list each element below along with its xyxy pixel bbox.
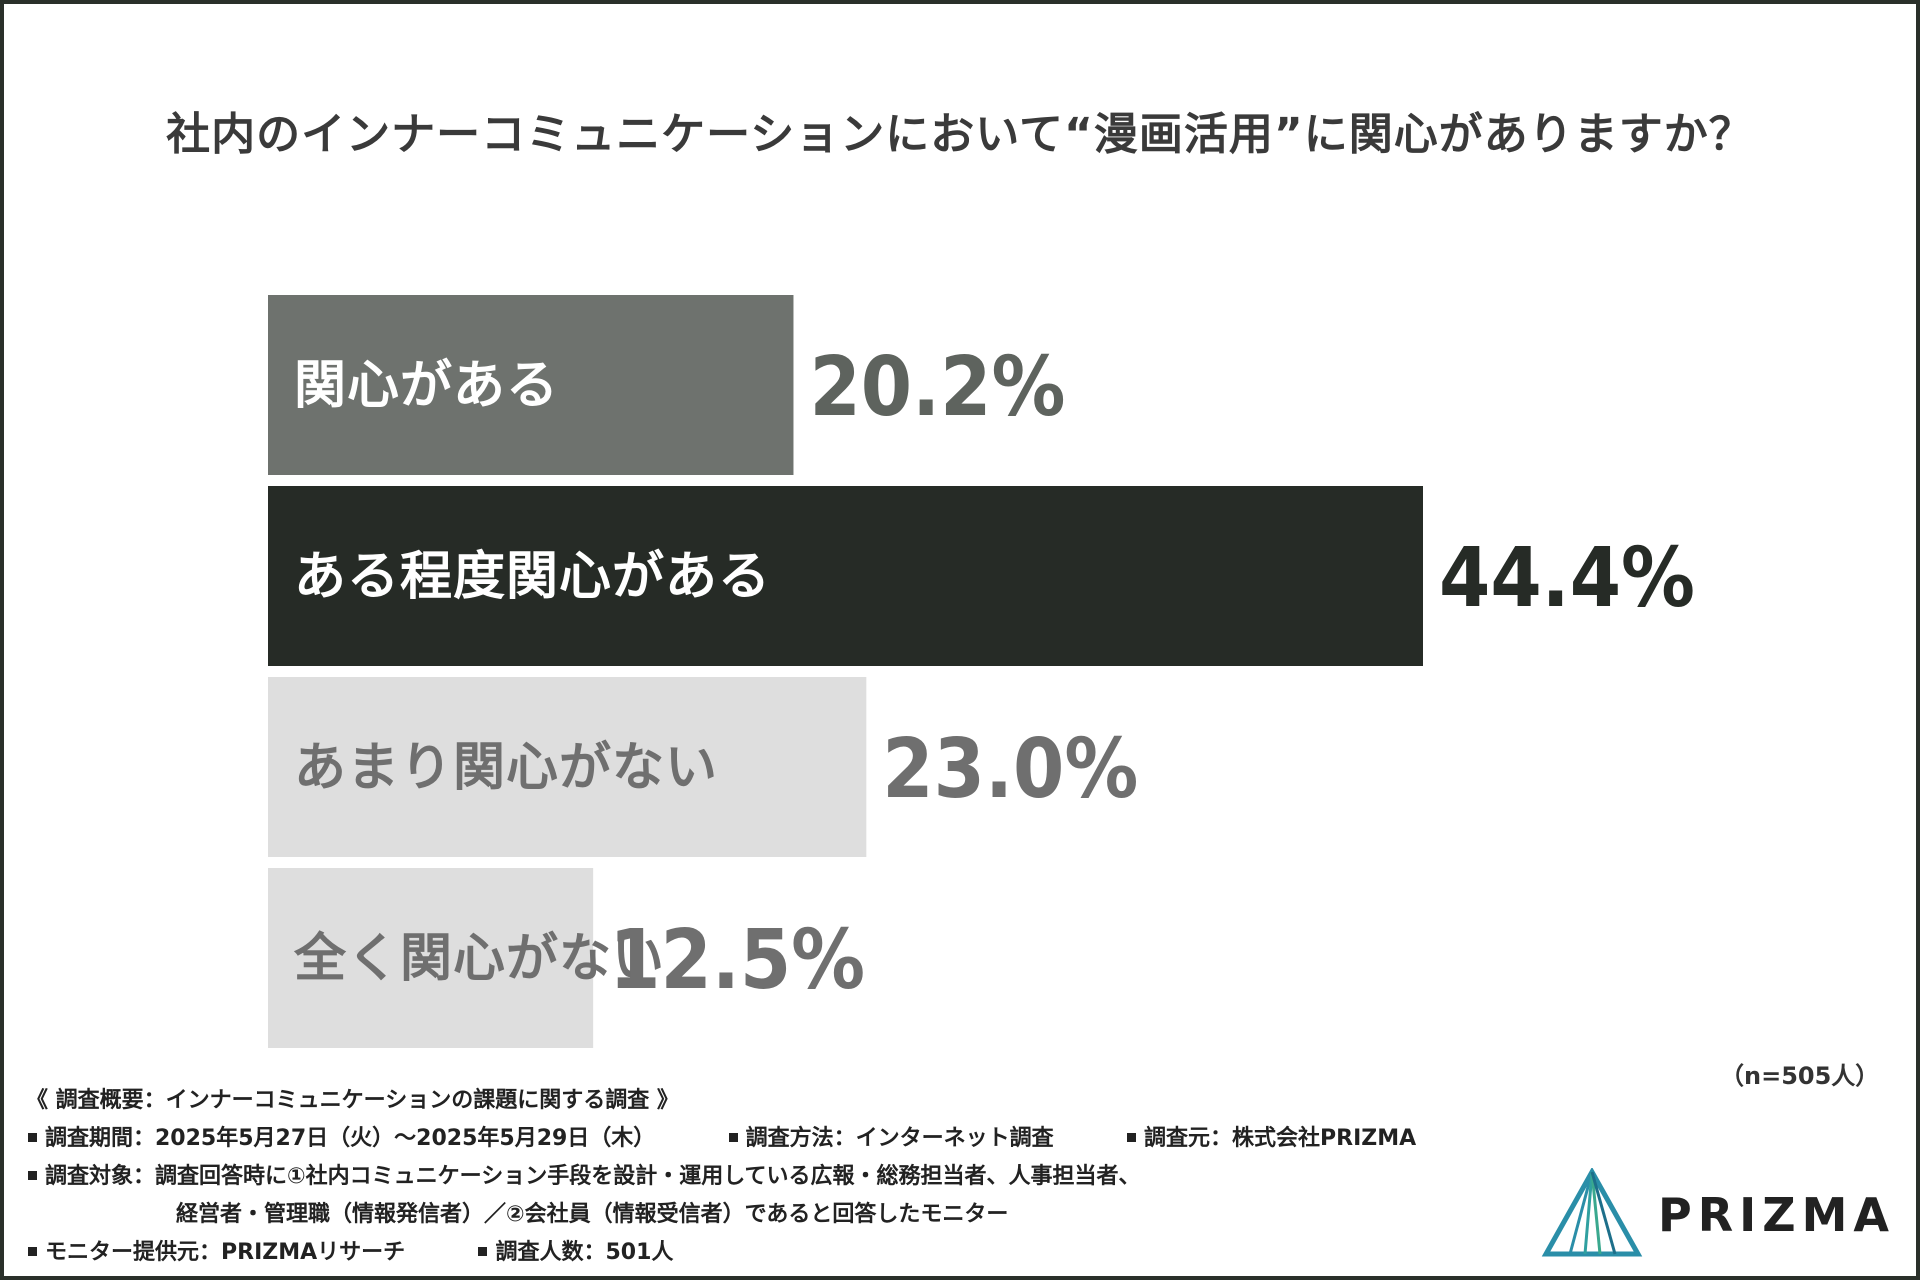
bullet-icon [1127,1133,1137,1142]
bar-label-3: 全く関心がない [293,929,665,989]
notes-row-2: 調査対象：調査回答時に①社内コミュニケーション手段を設計・運用している広報・総務… [26,1158,1416,1196]
bullet-icon [28,1133,37,1142]
bar-value-0: 20.2% [809,340,1065,435]
bullet-icon [728,1133,738,1142]
notes-target-line1: 調査対象：調査回答時に①社内コミュニケーション手段を設計・運用している広報・総務… [45,1164,1141,1189]
notes-source: 調査元：株式会社PRIZMA [1144,1126,1417,1151]
notes-period: 調査期間：2025年5月27日（火）～2025年5月29日（木） [45,1126,656,1151]
bar-1 [268,486,1423,666]
bar-label-2: あまり関心がない [294,738,718,798]
chart-title: 社内のインナーコミュニケーションにおいて“漫画活用”に関心がありますか？ [166,109,1754,160]
bar-value-3: 12.5% [609,913,865,1008]
notes-heading: 《 調査概要：インナーコミュニケーションの課題に関する調査 》 [26,1088,679,1113]
bullet-icon [28,1171,37,1180]
bar-0 [268,295,794,475]
bar-label-0: 関心がある [294,356,559,416]
notes-provider: モニター提供元：PRIZMAリサーチ [45,1240,406,1265]
survey-notes: 《 調査概要：インナーコミュニケーションの課題に関する調査 》 調査期間：202… [26,1082,1416,1272]
bar-value-1: 44.4% [1439,531,1695,626]
notes-count: 調査人数：501人 [495,1240,674,1265]
bar-value-2: 23.0% [882,722,1138,817]
bar-2 [268,677,867,857]
notes-target-line2: 経営者・管理職（情報発信者）／②会社員（情報受信者）であると回答したモニター [176,1202,1009,1227]
bar-3 [268,868,594,1048]
bullet-icon [28,1247,37,1256]
prizma-logo: PRIZMA [1540,1166,1900,1258]
bar-label-1: ある程度関心がある [294,547,771,607]
notes-method: 調査方法：インターネット調査 [745,1126,1054,1151]
prism-logo-icon [1541,1166,1643,1257]
bullet-icon [478,1247,488,1256]
logo-text: PRIZMA [1658,1188,1895,1242]
notes-row-4: モニター提供元：PRIZMAリサーチ 調査人数：501人 [26,1234,1416,1272]
notes-row-1: 調査期間：2025年5月27日（火）～2025年5月29日（木） 調査方法：イン… [26,1120,1416,1158]
sample-size: （n=505人） [1720,1062,1880,1090]
